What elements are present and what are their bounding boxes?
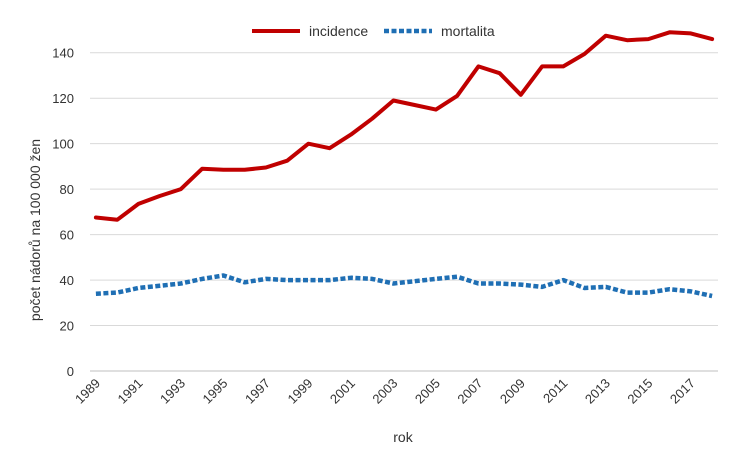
x-tick-label-1995: 1995 <box>199 376 230 407</box>
series-line-mortalita <box>95 273 713 299</box>
x-tick-label-1993: 1993 <box>157 376 188 407</box>
x-tick-label-1989: 1989 <box>72 376 103 407</box>
y-tick-label-80: 80 <box>60 182 74 197</box>
y-tick-label-120: 120 <box>52 91 74 106</box>
legend: incidence mortalita <box>252 23 495 39</box>
x-tick-label-1999: 1999 <box>284 376 315 407</box>
x-tick-label-2011: 2011 <box>540 376 570 406</box>
y-tick-label-40: 40 <box>60 273 74 288</box>
y-tick-label-0: 0 <box>67 364 74 379</box>
y-tick-label-60: 60 <box>60 228 74 243</box>
x-tick-label-2001: 2001 <box>327 376 358 407</box>
x-axis-title: rok <box>393 429 413 445</box>
legend-label-mortalita: mortalita <box>441 23 495 39</box>
x-tick-label-2005: 2005 <box>412 376 443 407</box>
y-axis-ticks: 0 20 40 60 80 100 120 140 <box>52 46 74 379</box>
x-tick-label-1991: 1991 <box>115 376 146 407</box>
y-axis-title: počet nádorů na 100 000 žen <box>27 139 43 321</box>
x-tick-label-2003: 2003 <box>369 376 400 407</box>
series-line-incidence <box>93 30 715 222</box>
y-tick-label-100: 100 <box>52 137 74 152</box>
x-tick-label-2013: 2013 <box>582 376 613 407</box>
series-lines <box>93 30 715 299</box>
x-tick-label-2015: 2015 <box>624 376 655 407</box>
x-tick-label-2017: 2017 <box>667 376 698 407</box>
x-tick-label-2009: 2009 <box>497 376 528 407</box>
legend-label-incidence: incidence <box>309 23 368 39</box>
x-axis-ticks: 1989 1991 1993 1995 1997 1999 2001 2003 2005 2007… <box>72 376 698 407</box>
y-tick-label-140: 140 <box>52 46 74 61</box>
x-tick-label-2007: 2007 <box>454 376 485 407</box>
x-tick-label-1997: 1997 <box>242 376 273 407</box>
gridlines <box>90 52 718 372</box>
y-tick-label-20: 20 <box>60 319 74 334</box>
